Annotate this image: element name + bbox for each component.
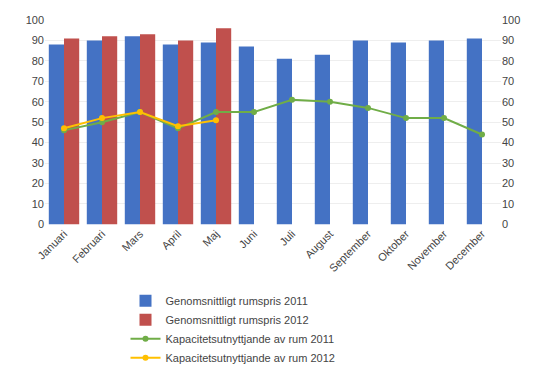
svg-text:30: 30 <box>502 157 514 169</box>
svg-text:30: 30 <box>32 157 44 169</box>
svg-text:Januari: Januari <box>35 228 69 262</box>
svg-text:20: 20 <box>502 177 514 189</box>
svg-text:0: 0 <box>38 218 44 230</box>
svg-text:Juli: Juli <box>277 228 297 248</box>
svg-text:Kapacitetsutnyttjande av rum 2: Kapacitetsutnyttjande av rum 2012 <box>166 352 335 364</box>
svg-text:100: 100 <box>502 14 520 26</box>
svg-text:10: 10 <box>32 198 44 210</box>
svg-text:90: 90 <box>32 34 44 46</box>
svg-text:September: September <box>327 227 374 274</box>
svg-text:50: 50 <box>502 116 514 128</box>
svg-text:50: 50 <box>32 116 44 128</box>
svg-text:60: 60 <box>502 96 514 108</box>
svg-text:0: 0 <box>502 218 508 230</box>
svg-text:10: 10 <box>502 198 514 210</box>
svg-text:November: November <box>405 227 450 272</box>
svg-text:80: 80 <box>502 55 514 67</box>
svg-text:70: 70 <box>502 75 514 87</box>
svg-text:December: December <box>443 227 488 272</box>
svg-text:Kapacitetsutnyttjande av rum 2: Kapacitetsutnyttjande av rum 2011 <box>166 333 335 345</box>
svg-text:40: 40 <box>502 136 514 148</box>
svg-text:August: August <box>303 228 336 261</box>
svg-text:Genomsnittligt rumspris 2012: Genomsnittligt rumspris 2012 <box>166 314 309 326</box>
svg-text:April: April <box>159 228 183 252</box>
svg-text:Mars: Mars <box>120 227 146 253</box>
svg-text:70: 70 <box>32 75 44 87</box>
svg-text:40: 40 <box>32 136 44 148</box>
svg-text:Juni: Juni <box>237 228 260 251</box>
svg-text:90: 90 <box>502 34 514 46</box>
svg-text:80: 80 <box>32 55 44 67</box>
svg-text:100: 100 <box>26 14 44 26</box>
svg-text:Maj: Maj <box>200 228 221 249</box>
svg-text:Genomsnittligt rumspris 2011: Genomsnittligt rumspris 2011 <box>166 295 308 307</box>
svg-text:20: 20 <box>32 177 44 189</box>
svg-text:Februari: Februari <box>70 228 107 265</box>
svg-text:60: 60 <box>32 96 44 108</box>
svg-text:Oktober: Oktober <box>375 227 411 263</box>
